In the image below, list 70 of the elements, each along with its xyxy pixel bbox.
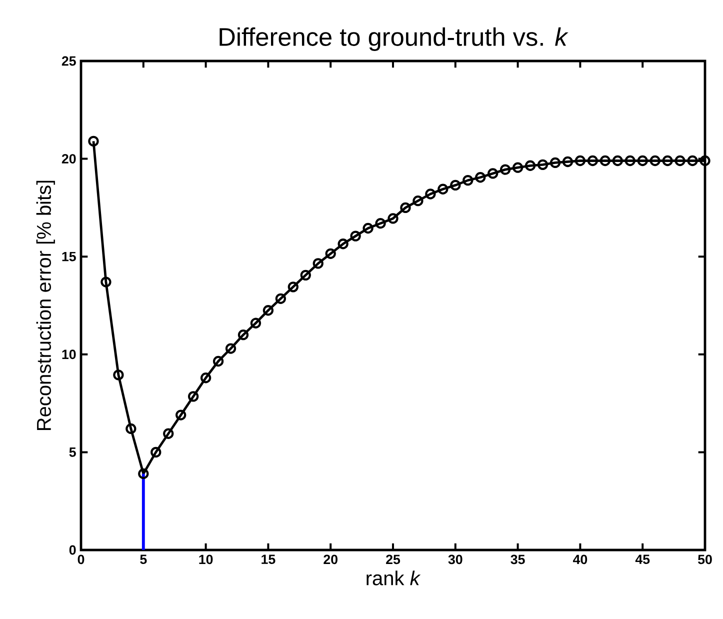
point	[537, 159, 548, 170]
point	[475, 172, 486, 183]
point	[488, 168, 498, 179]
y-tick-label: 20	[62, 154, 76, 164]
point	[362, 222, 374, 234]
point	[587, 155, 598, 166]
point	[88, 136, 99, 147]
point	[312, 258, 324, 269]
x-tick-label: 0	[78, 554, 84, 564]
point	[500, 164, 511, 175]
point	[325, 248, 336, 260]
point	[650, 155, 660, 166]
point	[113, 370, 124, 380]
point	[238, 330, 249, 340]
point	[438, 184, 448, 194]
point	[275, 293, 286, 304]
point	[600, 155, 610, 166]
x-tick-label: 20	[324, 554, 338, 564]
x-tick-label: 35	[510, 554, 525, 564]
point	[176, 410, 186, 420]
point	[512, 162, 524, 173]
point	[212, 356, 224, 367]
point	[288, 282, 298, 292]
point	[350, 230, 361, 242]
y-tick-label: 0	[69, 545, 76, 555]
x-tick-label: 5	[140, 554, 147, 564]
point	[524, 160, 536, 171]
point	[188, 391, 199, 402]
point	[400, 202, 411, 214]
point	[612, 155, 623, 166]
x-tick-label: 40	[572, 554, 588, 564]
point	[700, 155, 710, 166]
point	[138, 468, 149, 480]
point	[637, 155, 648, 166]
y-tick-label: 10	[62, 350, 76, 360]
y-tick-label: 25	[62, 56, 76, 66]
x-tick-label: 10	[199, 554, 213, 564]
point	[150, 446, 162, 458]
point	[462, 174, 474, 186]
x-axis-title: rank k	[366, 570, 421, 586]
point	[300, 270, 311, 281]
y-tick-label: 5	[69, 448, 76, 457]
point	[662, 155, 673, 166]
y-tick-label: 15	[62, 252, 76, 262]
point	[425, 188, 436, 200]
x-tick-label: 45	[635, 554, 650, 564]
point	[200, 372, 212, 384]
x-tick-label: 15	[262, 554, 276, 564]
point	[225, 343, 236, 354]
point	[574, 155, 586, 166]
point	[375, 218, 386, 229]
y-axis-title: Reconstruction error [% bits]	[36, 180, 55, 430]
point	[250, 318, 262, 328]
point	[163, 428, 174, 439]
point	[674, 155, 686, 166]
x-tick-label: 30	[448, 554, 462, 564]
point	[412, 196, 424, 206]
point	[687, 155, 698, 166]
point	[562, 156, 574, 168]
point	[388, 213, 398, 224]
point	[550, 157, 561, 168]
point	[262, 305, 274, 316]
x-tick-label: 25	[386, 554, 400, 564]
point	[624, 155, 636, 166]
point	[338, 238, 348, 250]
point	[450, 180, 461, 191]
point	[100, 276, 112, 288]
x-tick-label: 50	[698, 554, 712, 564]
chart-title: Difference to ground-truth vs. k	[220, 27, 568, 51]
point	[126, 423, 136, 434]
